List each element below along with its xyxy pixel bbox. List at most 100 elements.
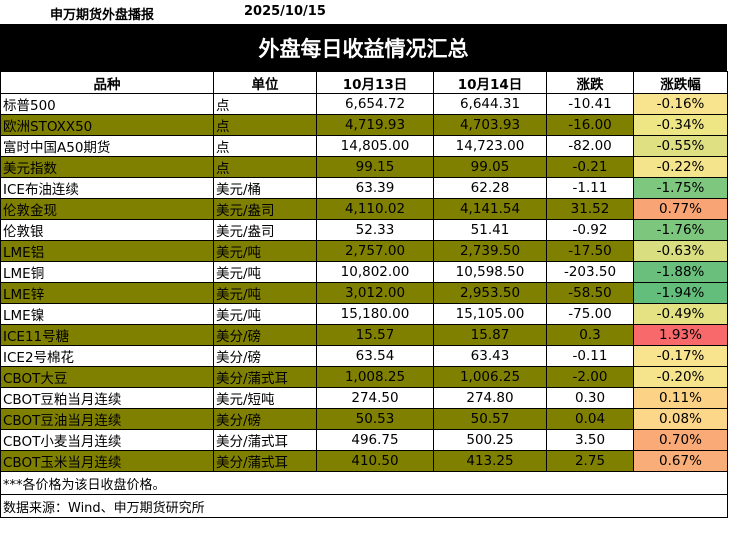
- cell-oct13: 10,802.00: [316, 261, 434, 283]
- cell-unit: 美分/蒲式耳: [213, 429, 317, 451]
- cell-name: ICE11号糖: [0, 324, 214, 346]
- cell-pct: -1.94%: [633, 282, 728, 304]
- cell-unit: 美分/磅: [213, 324, 317, 346]
- table-row: CBOT玉米当月连续 美分/蒲式耳 410.50 413.25 2.75 0.67%: [0, 450, 728, 472]
- col-header-oct13: 10月13日: [316, 71, 434, 94]
- cell-oct14: 99.05: [433, 156, 547, 178]
- cell-pct: -1.88%: [633, 261, 728, 283]
- cell-pct: -1.75%: [633, 177, 728, 199]
- cell-oct13: 6,654.72: [316, 93, 434, 115]
- cell-oct13: 50.53: [316, 408, 434, 430]
- cell-unit: 美元/短吨: [213, 387, 317, 409]
- cell-name: CBOT豆油当月连续: [0, 408, 214, 430]
- cell-name: CBOT大豆: [0, 366, 214, 388]
- table-row: LME铜 美元/吨 10,802.00 10,598.50 -203.50 -1.88%: [0, 261, 728, 283]
- cell-name: 美元指数: [0, 156, 214, 178]
- table-row: 伦敦银 美元/盎司 52.33 51.41 -0.92 -1.76%: [0, 219, 728, 241]
- cell-oct13: 3,012.00: [316, 282, 434, 304]
- cell-pct: -0.16%: [633, 93, 728, 115]
- table-row: CBOT大豆 美分/蒲式耳 1,008.25 1,006.25 -2.00 -0.20%: [0, 366, 728, 388]
- cell-unit: 点: [213, 135, 317, 157]
- cell-pct: -0.34%: [633, 114, 728, 136]
- table-row: 伦敦金现 美元/盎司 4,110.02 4,141.54 31.52 0.77%: [0, 198, 728, 220]
- cell-pct: -0.20%: [633, 366, 728, 388]
- cell-change: 3.50: [546, 429, 634, 451]
- cell-name: CBOT豆粕当月连续: [0, 387, 214, 409]
- cell-name: 欧洲STOXX50: [0, 114, 214, 136]
- cell-pct: -0.49%: [633, 303, 728, 325]
- cell-change: -16.00: [546, 114, 634, 136]
- cell-pct: 0.11%: [633, 387, 728, 409]
- cell-pct: -1.76%: [633, 219, 728, 241]
- returns-table: 品种 单位 10月13日 10月14日 涨跌 涨跌幅 标普500 点 6,654.7…: [0, 71, 728, 518]
- col-header-unit: 单位: [213, 71, 317, 94]
- cell-oct13: 15.57: [316, 324, 434, 346]
- table-row: LME铝 美元/吨 2,757.00 2,739.50 -17.50 -0.63%: [0, 240, 728, 262]
- table-row: ICE11号糖 美分/磅 15.57 15.87 0.3 1.93%: [0, 324, 728, 346]
- cell-oct14: 500.25: [433, 429, 547, 451]
- table-row: CBOT小麦当月连续 美分/蒲式耳 496.75 500.25 3.50 0.70%: [0, 429, 728, 451]
- cell-change: -82.00: [546, 135, 634, 157]
- cell-oct13: 496.75: [316, 429, 434, 451]
- cell-oct13: 1,008.25: [316, 366, 434, 388]
- cell-name: LME铜: [0, 261, 214, 283]
- cell-unit: 美分/磅: [213, 408, 317, 430]
- cell-oct14: 6,644.31: [433, 93, 547, 115]
- cell-oct14: 1,006.25: [433, 366, 547, 388]
- cell-change: 0.04: [546, 408, 634, 430]
- cell-pct: 0.67%: [633, 450, 728, 472]
- footnote-row: ***各价格为该日收盘价格。: [0, 471, 728, 495]
- col-header-name: 品种: [0, 71, 214, 94]
- cell-oct13: 63.39: [316, 177, 434, 199]
- cell-oct14: 274.80: [433, 387, 547, 409]
- cell-name: LME镍: [0, 303, 214, 325]
- source-row: 数据来源：Wind、申万期货研究所: [0, 494, 728, 518]
- cell-name: LME锌: [0, 282, 214, 304]
- banner-title: 外盘每日收益情况汇总: [0, 24, 727, 71]
- cell-change: -0.21: [546, 156, 634, 178]
- cell-oct13: 410.50: [316, 450, 434, 472]
- cell-oct13: 52.33: [316, 219, 434, 241]
- table-row: 富时中国A50期货点 14,805.00 14,723.00 -82.00 -0.55%: [0, 135, 728, 157]
- cell-unit: 点: [213, 114, 317, 136]
- cell-change: -203.50: [546, 261, 634, 283]
- cell-unit: 美元/盎司: [213, 219, 317, 241]
- cell-unit: 美分/蒲式耳: [213, 450, 317, 472]
- col-header-pct: 涨跌幅: [633, 71, 728, 94]
- cell-oct14: 15.87: [433, 324, 547, 346]
- cell-oct13: 4,110.02: [316, 198, 434, 220]
- cell-oct14: 2,953.50: [433, 282, 547, 304]
- cell-oct13: 63.54: [316, 345, 434, 367]
- cell-oct14: 2,739.50: [433, 240, 547, 262]
- cell-unit: 美元/桶: [213, 177, 317, 199]
- table-row: 欧洲STOXX50 点 4,719.93 4,703.93 -16.00 -0.34%: [0, 114, 728, 136]
- cell-unit: 美元/盎司: [213, 198, 317, 220]
- header-title: 申万期货外盘播报: [50, 8, 155, 23]
- cell-change: -2.00: [546, 366, 634, 388]
- cell-change: 2.75: [546, 450, 634, 472]
- cell-unit: 美分/蒲式耳: [213, 366, 317, 388]
- cell-pct: 1.93%: [633, 324, 728, 346]
- cell-oct13: 4,719.93: [316, 114, 434, 136]
- cell-change: 0.3: [546, 324, 634, 346]
- cell-unit: 美元/吨: [213, 240, 317, 262]
- cell-name: ICE布油连续: [0, 177, 214, 199]
- cell-name: CBOT小麦当月连续: [0, 429, 214, 451]
- cell-change: -1.11: [546, 177, 634, 199]
- cell-change: -58.50: [546, 282, 634, 304]
- header-row: 品种 单位 10月13日 10月14日 涨跌 涨跌幅: [0, 71, 728, 94]
- cell-oct14: 15,105.00: [433, 303, 547, 325]
- cell-unit: 美元/吨: [213, 303, 317, 325]
- cell-oct14: 14,723.00: [433, 135, 547, 157]
- footnote: ***各价格为该日收盘价格。: [0, 471, 728, 495]
- cell-oct14: 50.57: [433, 408, 547, 430]
- cell-oct14: 413.25: [433, 450, 547, 472]
- cell-oct14: 62.28: [433, 177, 547, 199]
- header-date: 2025/10/15: [244, 4, 326, 19]
- source-note: 数据来源：Wind、申万期货研究所: [0, 494, 728, 518]
- cell-unit: 美分/磅: [213, 345, 317, 367]
- cell-oct14: 63.43: [433, 345, 547, 367]
- cell-unit: 点: [213, 156, 317, 178]
- col-header-oct14: 10月14日: [433, 71, 547, 94]
- cell-change: -0.11: [546, 345, 634, 367]
